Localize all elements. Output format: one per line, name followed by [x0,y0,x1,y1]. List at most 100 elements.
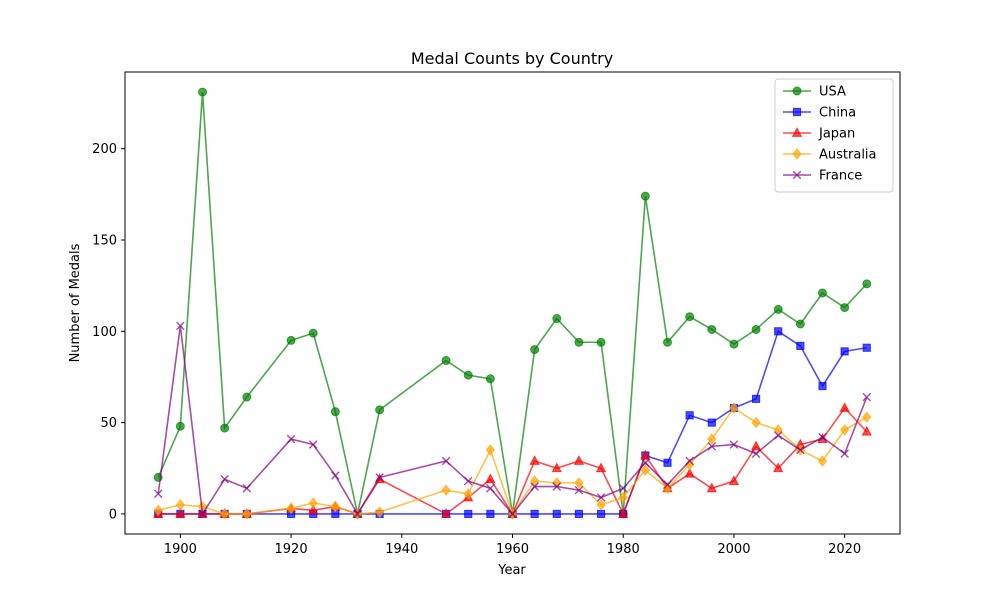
data-point-france [441,456,451,466]
data-point-france [530,482,539,491]
legend-entry-france: France [783,169,862,184]
data-point-france [618,484,628,493]
data-point-france [685,456,694,466]
data-point-usa [375,405,385,415]
data-point-japan [640,449,651,460]
data-point-china [751,394,761,403]
x-axis-title: Year [497,563,526,578]
data-point-australia [375,506,385,518]
series-line-china [158,330,867,515]
data-point-japan [839,402,850,412]
data-point-france [242,484,252,493]
data-point-australia [574,477,584,489]
data-point-australia [640,464,650,476]
data-point-australia [862,411,872,423]
y-tick-label: 150 [92,234,117,249]
data-point-france [840,449,849,458]
data-point-france [375,473,384,482]
data-point-australia [220,508,230,520]
data-point-usa [242,392,252,402]
legend-entry-australia: Australia [783,148,877,163]
data-point-japan [308,504,319,515]
data-point-usa [530,345,540,355]
data-point-france [353,509,362,519]
data-point-australia [286,502,296,515]
data-point-france [707,442,717,451]
data-point-france [308,440,318,449]
legend-label: France [819,169,862,184]
data-point-usa [198,87,207,97]
data-point-japan [861,425,872,436]
data-point-china [464,509,473,519]
data-point-france [596,493,606,502]
data-point-japan [706,482,717,493]
data-point-france [331,471,340,480]
data-point-australia [153,504,163,517]
data-point-france [153,489,163,499]
data-point-japan [750,440,762,451]
legend-box [774,78,894,193]
y-tick-label: 200 [92,142,117,157]
data-point-usa [663,337,672,347]
data-point-usa [773,304,783,314]
y-tick-label: 50 [100,416,117,431]
x-tick-label: 1980 [607,542,640,557]
legend-entry-usa: USA [783,85,846,100]
data-point-usa [596,337,606,347]
data-point-france [463,476,473,486]
data-point-china [707,418,716,427]
legend-label: Australia [819,148,877,163]
data-point-japan [618,508,629,518]
data-point-usa [485,374,495,384]
data-point-china [486,509,495,519]
series-usa [153,87,872,519]
data-point-china [818,381,827,391]
legend-marker [792,148,802,160]
series-france [153,321,872,519]
legend-label: China [819,106,856,121]
data-point-france [751,449,761,458]
data-point-france [574,485,584,495]
data-point-china [552,509,561,519]
data-point-usa [840,303,850,313]
data-point-japan [684,467,695,478]
legend-marker [791,127,803,137]
data-point-france [729,440,739,449]
legend-marker [792,86,802,96]
data-point-usa [707,324,717,334]
data-point-australia [707,433,717,445]
data-point-france [862,392,872,402]
data-point-usa [552,314,562,324]
data-point-china [774,327,783,336]
data-point-usa [685,312,695,322]
series-line-usa [157,92,868,515]
data-point-usa [751,324,761,334]
data-point-france [552,482,562,491]
data-point-usa [574,337,584,347]
data-point-usa [220,423,230,433]
x-tick-label: 2020 [828,542,861,557]
data-point-australia [729,402,739,414]
data-point-australia [485,444,495,456]
y-tick-label: 100 [92,325,117,340]
chart-title: Medal Counts by Country [411,49,613,68]
data-point-france [818,432,827,442]
legend-marker [792,170,802,180]
legend-label: USA [819,85,846,100]
data-point-china [596,509,606,519]
data-point-australia [840,424,850,436]
data-point-usa [862,279,872,289]
x-tick-label: 1940 [385,542,418,557]
legend-marker [792,107,802,117]
data-point-china [574,509,584,519]
data-point-france [508,509,517,519]
series-layer [153,87,872,520]
data-point-france [641,458,650,468]
data-point-usa [640,191,650,201]
y-tick-label: 0 [109,507,117,522]
data-point-japan [529,455,540,465]
data-point-china [530,509,539,519]
data-point-usa [818,288,827,298]
x-tick-label: 1920 [275,542,308,557]
